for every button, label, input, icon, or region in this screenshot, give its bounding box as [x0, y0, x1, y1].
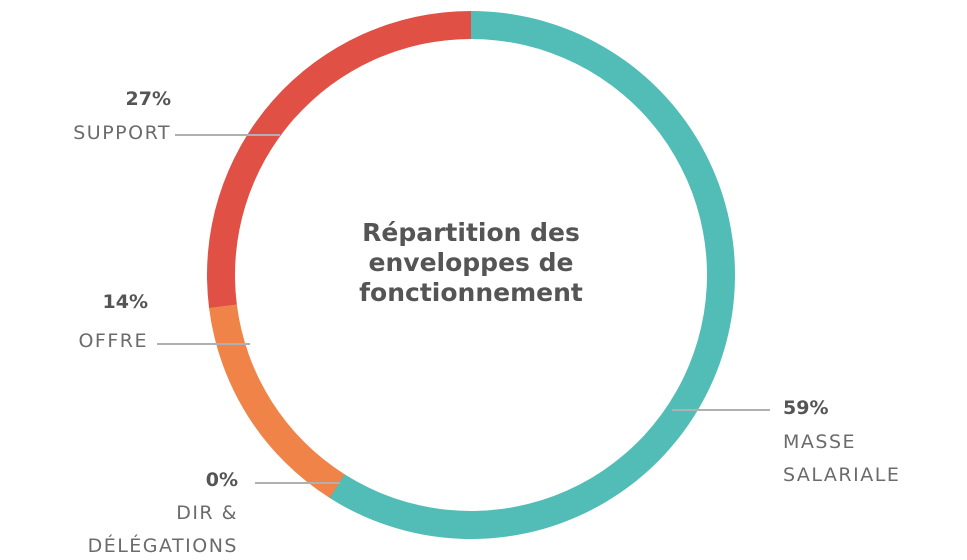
value-label: 59%	[783, 397, 829, 419]
donut-segment	[209, 304, 345, 498]
category-label: SUPPORT	[73, 122, 171, 144]
chart-title: Répartition des enveloppes de fonctionne…	[359, 218, 583, 307]
value-label: 14%	[102, 291, 148, 313]
category-label: MASSE SALARIALE	[783, 431, 901, 486]
category-label: OFFRE	[78, 330, 148, 352]
value-label: 27%	[125, 88, 171, 110]
donut-segment	[207, 11, 471, 309]
value-label: 0%	[205, 469, 238, 491]
category-label: DIR & DÉLÉGATIONS	[87, 502, 238, 557]
